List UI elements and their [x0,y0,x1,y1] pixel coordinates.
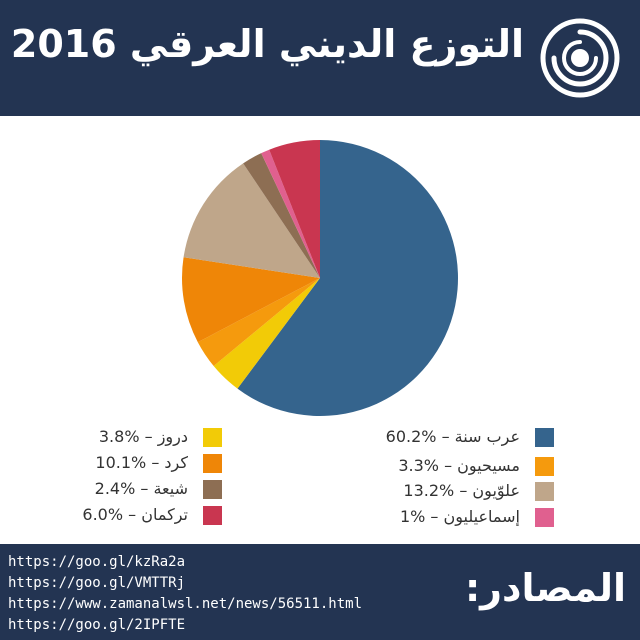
legend-label: عرب سنة – %60.2 [385,427,520,446]
source-link[interactable]: https://goo.gl/VMTTRj [8,575,186,591]
pie-chart [182,140,458,416]
source-link[interactable]: https://goo.gl/2IPFTE [8,617,186,633]
legend-label: مسيحيون – %3.3 [398,456,520,475]
legend-label: دروز – %3.8 [98,427,188,446]
legend-item-kurds: كرد – %10.1 [0,453,222,473]
legend-label: شيعة – %2.4 [94,479,188,498]
legend-label: إسماعيليون – %1 [399,507,520,526]
pie-slice-5 [243,153,320,278]
legend-label: كرد – %10.1 [95,453,188,472]
legend-swatch [535,508,554,527]
legend-item-druze: دروز – %3.8 [0,427,222,447]
pie-slice-1 [213,278,320,389]
legend-swatch [535,428,554,447]
legend-swatch [203,454,222,473]
pie-slice-7 [269,140,320,278]
concentric-circles-logo-icon [540,18,620,98]
pie-slice-2 [197,278,320,366]
header-bar: التوزع الديني العرقي 2016 [0,0,640,116]
sources-title: المصادر: [464,566,626,610]
legend-item-christians: مسيحيون – %3.3 [314,456,554,476]
legend-item-ismailis: إسماعيليون – %1 [314,507,554,527]
chart-area: عرب سنة – %60.2 مسيحيون – %3.3 علوّيون –… [0,116,640,544]
legend-item-turkmen: تركمان – %6.0 [0,505,222,525]
legend-item-alawites: علوّيون – %13.2 [314,481,554,501]
sources-footer: https://goo.gl/kzRa2a https://goo.gl/VMT… [0,544,640,640]
legend-swatch [535,482,554,501]
source-link[interactable]: https://www.zamanalwsl.net/news/56511.ht… [8,596,363,612]
pie-slice-4 [183,163,320,278]
page-title: التوزع الديني العرقي 2016 [10,22,524,66]
source-link[interactable]: https://goo.gl/kzRa2a [8,554,186,570]
legend-swatch [535,457,554,476]
legend-item-shia: شيعة – %2.4 [0,479,222,499]
sources-list: https://goo.gl/kzRa2a https://goo.gl/VMT… [8,552,478,636]
legend-label: علوّيون – %13.2 [403,481,520,500]
legend-item-sunni-arabs: عرب سنة – %60.2 [314,427,554,447]
legend-label: تركمان – %6.0 [82,505,188,524]
pie-slice-3 [182,257,320,343]
pie-slice-6 [261,149,320,278]
legend-swatch [203,506,222,525]
pie-slice-0 [237,140,458,416]
legend-swatch [203,480,222,499]
legend-swatch [203,428,222,447]
